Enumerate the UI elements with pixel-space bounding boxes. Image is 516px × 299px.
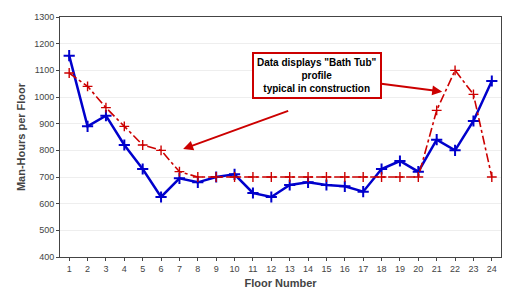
svg-text:18: 18 <box>377 264 387 274</box>
svg-text:9: 9 <box>214 264 219 274</box>
svg-text:600: 600 <box>39 199 54 209</box>
svg-text:4: 4 <box>122 264 127 274</box>
svg-text:500: 500 <box>39 225 54 235</box>
svg-text:12: 12 <box>266 264 276 274</box>
svg-text:17: 17 <box>358 264 368 274</box>
svg-text:23: 23 <box>468 264 478 274</box>
svg-text:24: 24 <box>487 264 497 274</box>
svg-text:1100: 1100 <box>35 65 54 75</box>
svg-text:8: 8 <box>195 264 200 274</box>
svg-text:900: 900 <box>39 119 54 129</box>
svg-text:3: 3 <box>103 264 108 274</box>
svg-text:13: 13 <box>285 264 295 274</box>
svg-text:19: 19 <box>395 264 405 274</box>
svg-text:1200: 1200 <box>34 39 54 49</box>
svg-text:2: 2 <box>85 264 90 274</box>
svg-text:400: 400 <box>39 252 54 262</box>
svg-text:800: 800 <box>39 145 54 155</box>
svg-text:6: 6 <box>159 264 164 274</box>
svg-text:1: 1 <box>67 264 72 274</box>
svg-text:21: 21 <box>432 264 442 274</box>
svg-text:16: 16 <box>340 264 350 274</box>
svg-text:20: 20 <box>413 264 423 274</box>
svg-text:700: 700 <box>39 172 54 182</box>
svg-text:14: 14 <box>303 264 313 274</box>
svg-text:22: 22 <box>450 264 460 274</box>
svg-text:Floor Number: Floor Number <box>244 277 317 289</box>
svg-text:5: 5 <box>140 264 145 274</box>
svg-text:10: 10 <box>230 264 240 274</box>
svg-text:7: 7 <box>177 264 182 274</box>
svg-text:1000: 1000 <box>34 92 54 102</box>
svg-text:11: 11 <box>248 264 257 274</box>
svg-text:Data displays "Bath Tub"profil: Data displays "Bath Tub"profiletypical i… <box>257 57 377 94</box>
svg-text:15: 15 <box>321 264 331 274</box>
svg-text:1300: 1300 <box>34 12 54 22</box>
svg-text:Man-Hours per Floor: Man-Hours per Floor <box>15 82 27 191</box>
